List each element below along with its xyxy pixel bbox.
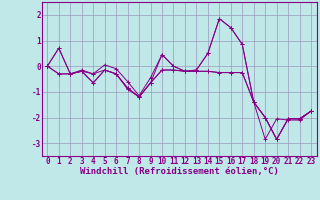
- X-axis label: Windchill (Refroidissement éolien,°C): Windchill (Refroidissement éolien,°C): [80, 167, 279, 176]
